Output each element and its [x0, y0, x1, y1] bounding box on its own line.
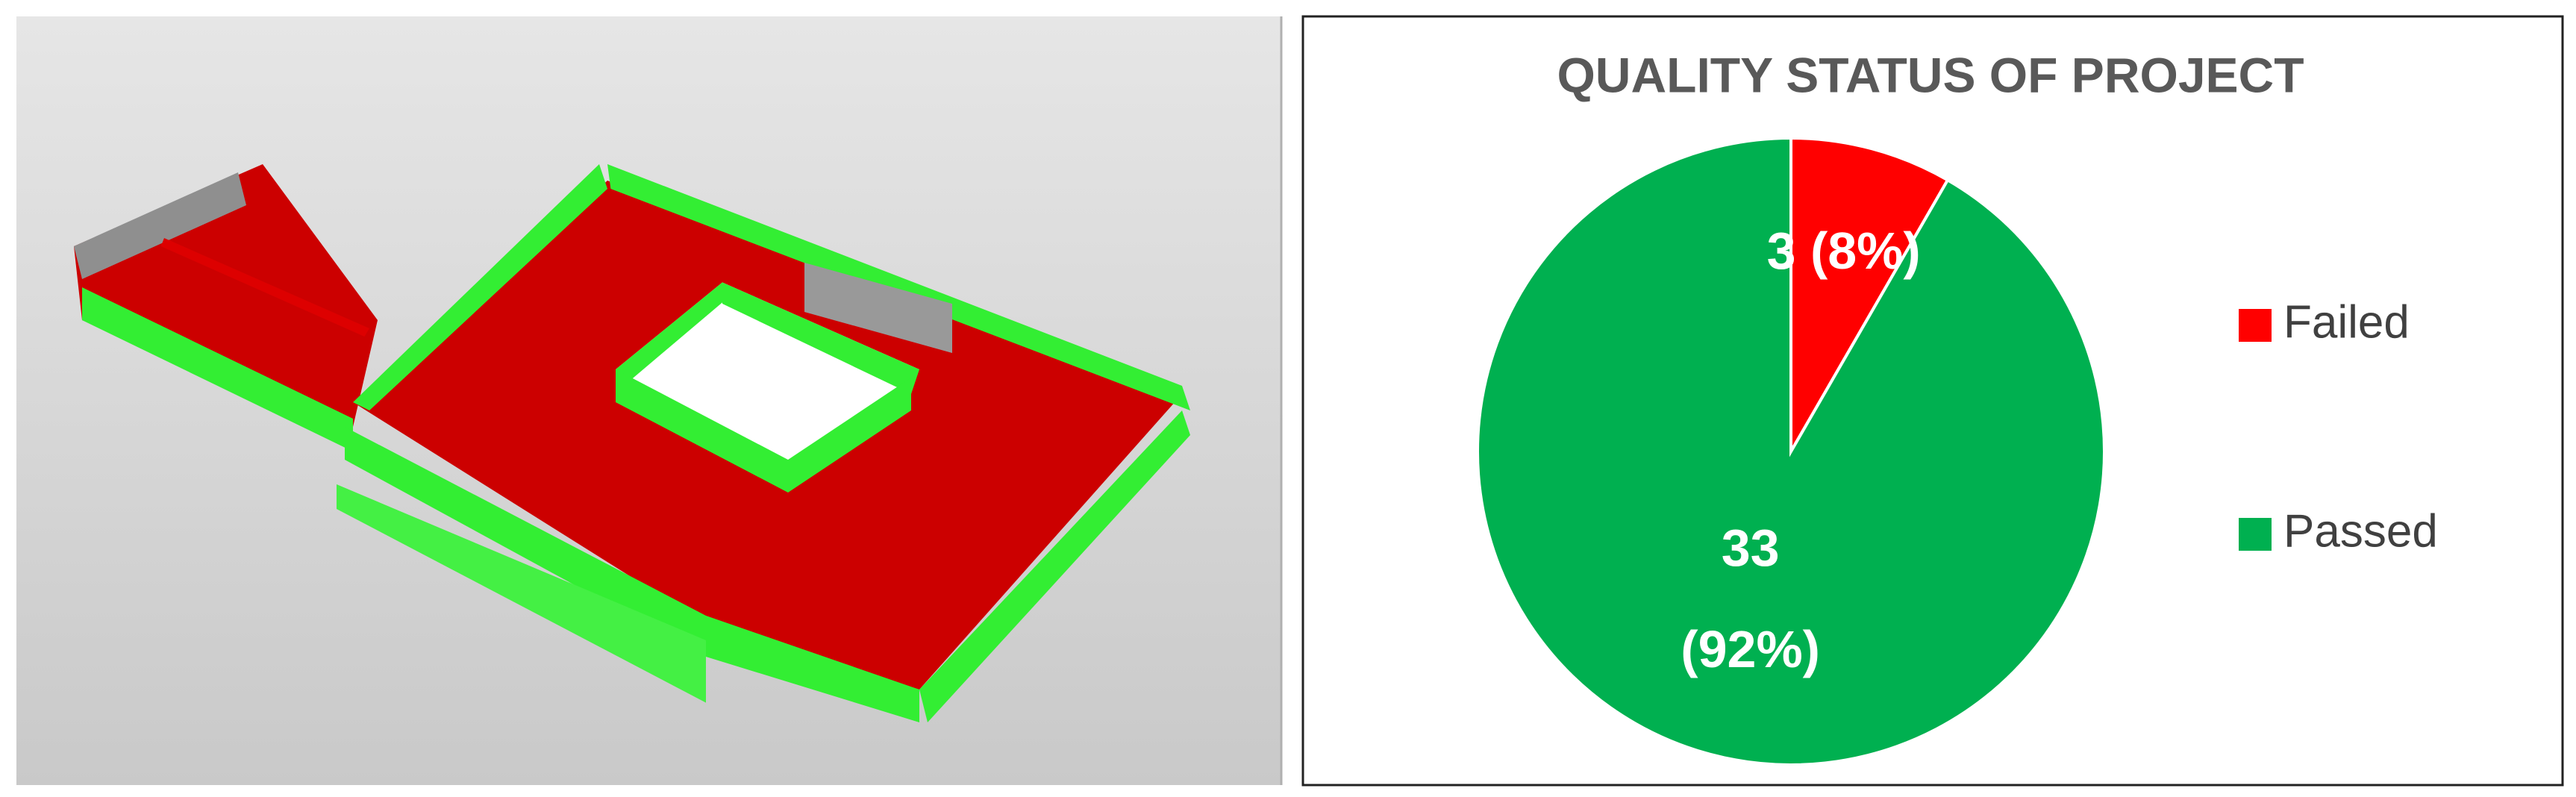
legend-swatch	[2239, 309, 2272, 342]
pie-slice	[1789, 136, 1950, 457]
chart-title: QUALITY STATUS OF PROJECT	[1557, 47, 2304, 102]
slab-edge	[337, 484, 706, 703]
wall-s	[345, 427, 919, 722]
building-render	[74, 164, 1190, 722]
court-wall-1	[616, 282, 731, 386]
pie-slice	[1476, 136, 2106, 766]
court-wall-2	[722, 282, 919, 394]
wall-ne	[607, 164, 1190, 410]
court-wall-3	[616, 369, 788, 493]
wall-nw	[353, 164, 607, 410]
legend-label: Failed	[2283, 296, 2410, 348]
data-label: 33 (92%)	[1681, 519, 1820, 678]
wing-wall-grey	[74, 172, 246, 279]
beam	[160, 238, 369, 337]
legend-label: Passed	[2283, 505, 2438, 557]
legend-swatch	[2239, 518, 2272, 551]
court-wall-4	[788, 378, 911, 493]
wing-wall	[82, 287, 353, 451]
data-label: 3 (8%)	[1767, 222, 1921, 280]
wall-e	[919, 410, 1190, 722]
grey-wall	[804, 263, 952, 353]
